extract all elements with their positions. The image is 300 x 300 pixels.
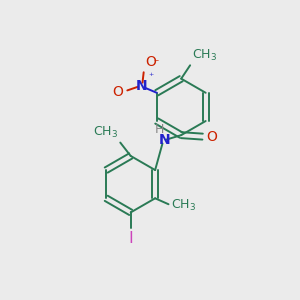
Text: $^+$: $^+$ <box>147 72 154 81</box>
Text: N: N <box>136 79 147 93</box>
Text: H: H <box>154 123 164 136</box>
Text: O: O <box>112 85 124 99</box>
Text: I: I <box>128 231 133 246</box>
Text: O: O <box>145 55 156 69</box>
Text: CH$_3$: CH$_3$ <box>93 125 118 140</box>
Text: N: N <box>159 134 171 148</box>
Text: CH$_3$: CH$_3$ <box>171 198 196 213</box>
Text: O: O <box>206 130 217 144</box>
Text: CH$_3$: CH$_3$ <box>192 48 217 63</box>
Text: $^-$: $^-$ <box>152 56 160 65</box>
